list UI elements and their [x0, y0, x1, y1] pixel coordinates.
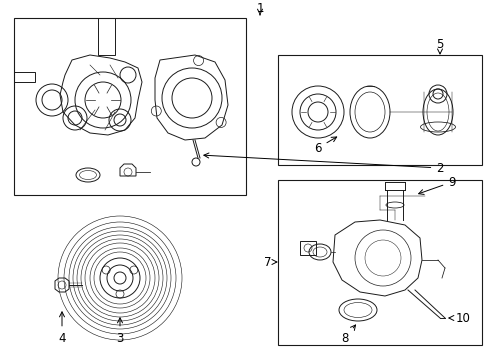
Text: 4: 4: [58, 312, 65, 345]
Text: 10: 10: [448, 311, 469, 324]
Text: 6: 6: [314, 137, 336, 154]
Text: 9: 9: [418, 175, 455, 194]
Text: 7: 7: [264, 256, 271, 269]
Text: 1: 1: [256, 1, 263, 14]
Bar: [14, 18, 245, 195]
Bar: [278, 180, 481, 345]
Text: 2: 2: [203, 153, 443, 175]
Text: 8: 8: [341, 325, 355, 345]
Text: 5: 5: [435, 39, 443, 51]
Text: 3: 3: [116, 318, 123, 345]
Bar: [278, 55, 481, 165]
